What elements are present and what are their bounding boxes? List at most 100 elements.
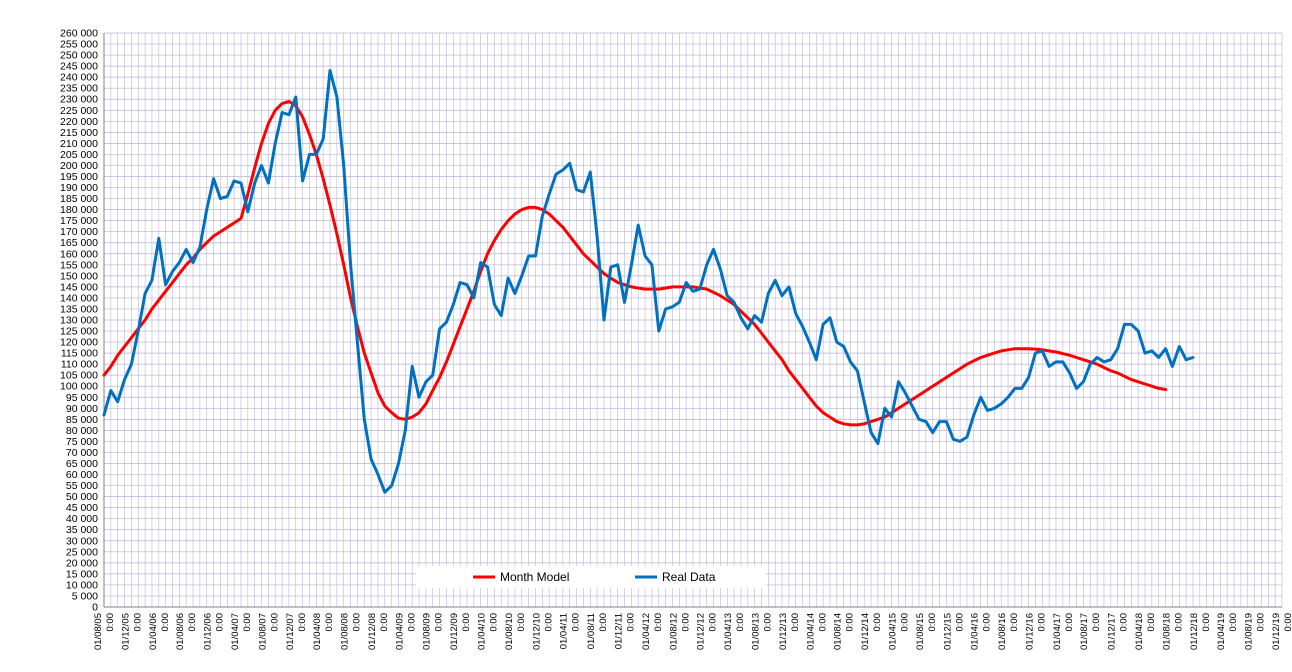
y-tick-label: 165 000	[60, 237, 98, 249]
x-tick-label: 01/08/15 0:00	[915, 613, 938, 650]
y-tick-label: 150 000	[60, 270, 98, 282]
x-tick-time: 0:00	[598, 613, 609, 632]
x-tick-label: 01/12/09 0:00	[449, 613, 472, 650]
x-tick-date: 01/12/06	[203, 613, 214, 650]
x-tick-time: 0:00	[899, 613, 910, 632]
x-tick-time: 0:00	[1173, 613, 1184, 632]
x-tick-time: 0:00	[1256, 613, 1267, 632]
x-tick-time: 0:00	[242, 613, 253, 632]
y-tick-label: 20 000	[66, 557, 98, 569]
x-tick-date: 01/12/19	[1271, 613, 1282, 650]
x-tick-date: 01/04/13	[723, 613, 734, 650]
x-tick-label: 01/12/05 0:00	[120, 613, 143, 650]
x-tick-label: 01/08/07 0:00	[257, 613, 280, 650]
x-tick-time: 0:00	[653, 613, 664, 632]
y-tick-label: 235 000	[60, 83, 98, 95]
x-tick-label: 01/08/19 0:00	[1244, 613, 1267, 650]
x-tick-time: 0:00	[406, 613, 417, 632]
y-tick-label: 225 000	[60, 105, 98, 117]
y-tick-label: 130 000	[60, 315, 98, 327]
x-tick-date: 01/08/19	[1244, 613, 1255, 650]
y-tick-label: 25 000	[66, 546, 98, 558]
x-tick-label: 01/08/16 0:00	[997, 613, 1020, 650]
y-tick-label: 50 000	[66, 491, 98, 503]
y-tick-label: 220 000	[60, 116, 98, 128]
x-tick-date: 01/12/08	[367, 613, 378, 650]
x-tick-label: 01/12/13 0:00	[778, 613, 801, 650]
y-tick-label: 70 000	[66, 447, 98, 459]
x-tick-time: 0:00	[1283, 613, 1292, 632]
x-tick-date: 01/04/12	[641, 613, 652, 650]
x-tick-date: 01/12/14	[860, 613, 871, 650]
x-tick-date: 01/12/17	[1107, 613, 1118, 650]
x-tick-time: 0:00	[324, 613, 335, 632]
y-tick-label: 125 000	[60, 326, 98, 338]
x-tick-time: 0:00	[1009, 613, 1020, 632]
x-tick-date: 01/04/15	[887, 613, 898, 650]
x-tick-time: 0:00	[954, 613, 965, 632]
x-tick-label: 01/12/15 0:00	[942, 613, 965, 650]
y-tick-label: 155 000	[60, 259, 98, 271]
x-tick-date: 01/04/08	[312, 613, 323, 650]
x-tick-date: 01/12/12	[696, 613, 707, 650]
y-tick-label: 0	[92, 602, 98, 614]
x-tick-date: 01/12/07	[285, 613, 296, 650]
x-tick-label: 01/08/12 0:00	[668, 613, 691, 650]
x-tick-label: 01/08/17 0:00	[1079, 613, 1102, 650]
x-tick-label: 01/08/14 0:00	[833, 613, 856, 650]
y-tick-label: 35 000	[66, 524, 98, 536]
x-tick-time: 0:00	[434, 613, 445, 632]
y-tick-label: 65 000	[66, 458, 98, 470]
x-tick-time: 0:00	[872, 613, 883, 632]
x-tick-time: 0:00	[1228, 613, 1239, 632]
y-tick-label: 80 000	[66, 425, 98, 437]
x-tick-date: 01/12/16	[1024, 613, 1035, 650]
x-tick-date: 01/12/09	[449, 613, 460, 650]
y-tick-label: 105 000	[60, 370, 98, 382]
x-tick-label: 01/08/06 0:00	[175, 613, 198, 650]
x-tick-time: 0:00	[1201, 613, 1212, 632]
x-tick-date: 01/08/17	[1079, 613, 1090, 650]
x-tick-label: 01/12/18 0:00	[1189, 613, 1212, 650]
x-tick-date: 01/12/13	[778, 613, 789, 650]
series-line-real-data	[102, 69, 1195, 494]
y-tick-label: 160 000	[60, 248, 98, 260]
x-tick-date: 01/04/17	[1052, 613, 1063, 650]
x-tick-time: 0:00	[790, 613, 801, 632]
x-tick-label: 01/12/19 0:00	[1271, 613, 1292, 650]
x-tick-time: 0:00	[105, 613, 116, 632]
x-tick-date: 01/04/19	[1216, 613, 1227, 650]
x-tick-time: 0:00	[160, 613, 171, 632]
x-tick-date: 01/04/09	[394, 613, 405, 650]
y-tick-label: 5 000	[72, 590, 98, 602]
x-tick-time: 0:00	[1091, 613, 1102, 632]
y-tick-label: 110 000	[61, 359, 98, 371]
x-tick-label: 01/12/07 0:00	[285, 613, 308, 650]
y-tick-label: 140 000	[60, 292, 98, 304]
x-tick-label: 01/04/06 0:00	[148, 613, 171, 650]
x-tick-label: 01/12/17 0:00	[1107, 613, 1130, 650]
x-tick-time: 0:00	[489, 613, 500, 632]
x-tick-label: 01/04/19 0:00	[1216, 613, 1239, 650]
x-tick-label: 01/08/13 0:00	[750, 613, 773, 650]
x-tick-date: 01/12/10	[531, 613, 542, 650]
x-tick-label: 01/12/06 0:00	[203, 613, 226, 650]
x-tick-label: 01/12/08 0:00	[367, 613, 390, 650]
x-tick-label: 01/12/10 0:00	[531, 613, 554, 650]
y-tick-label: 30 000	[66, 535, 98, 547]
x-tick-time: 0:00	[680, 613, 691, 632]
y-tick-label: 75 000	[66, 436, 98, 448]
y-tick-label: 55 000	[66, 480, 98, 492]
x-tick-label: 01/04/13 0:00	[723, 613, 746, 650]
y-tick-label: 145 000	[60, 281, 98, 293]
y-tick-label: 15 000	[66, 568, 98, 580]
x-tick-label: 01/04/11 0:00	[559, 613, 582, 649]
x-tick-label: 01/12/16 0:00	[1024, 613, 1047, 650]
x-tick-label: 01/08/18 0:00	[1161, 613, 1184, 650]
x-tick-time: 0:00	[845, 613, 856, 632]
x-tick-date: 01/12/15	[942, 613, 953, 650]
x-tick-time: 0:00	[1119, 613, 1130, 632]
x-tick-label: 01/04/08 0:00	[312, 613, 335, 650]
